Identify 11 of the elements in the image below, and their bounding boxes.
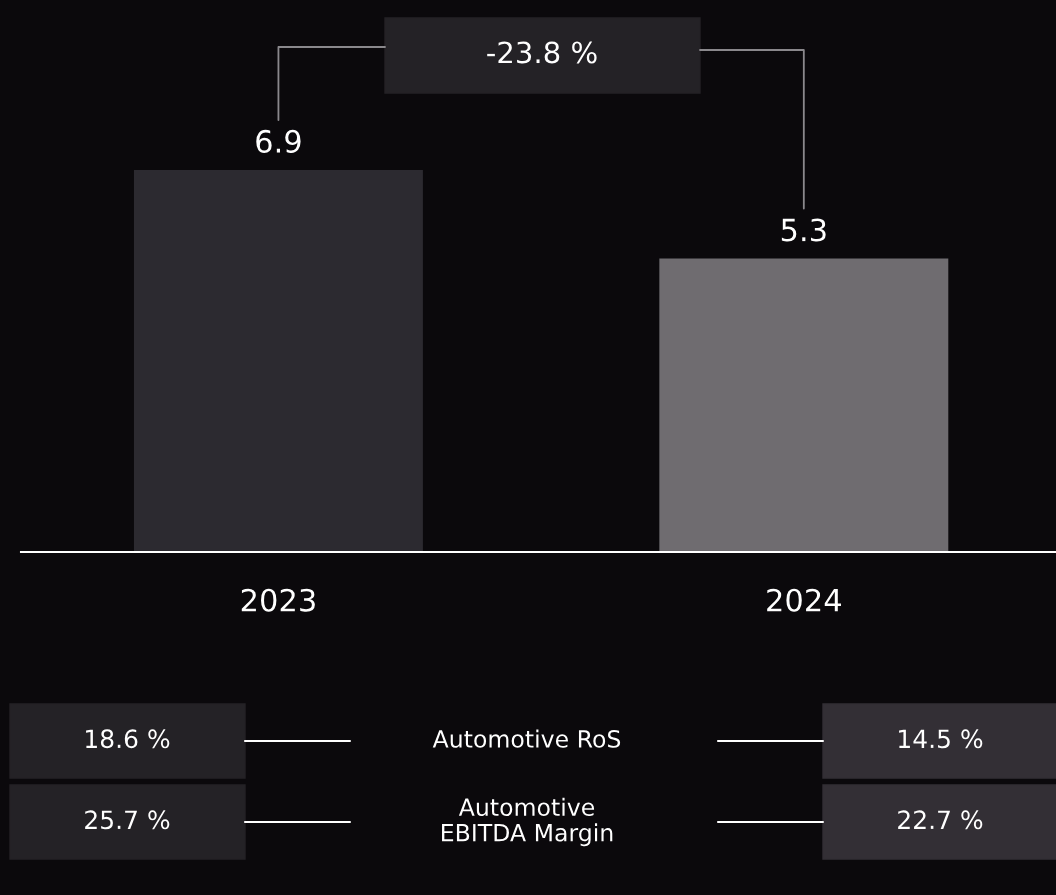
x-tick-label: 2023 bbox=[241, 588, 315, 612]
x-tick-label: 2024 bbox=[767, 588, 841, 612]
text: 18.6 % bbox=[86, 729, 170, 749]
text: -23.8 % bbox=[487, 41, 597, 64]
text: 25.7 % bbox=[85, 810, 170, 830]
text: 22.7 % bbox=[898, 810, 983, 830]
data-label: 5.3 bbox=[781, 218, 826, 242]
text: Automotive RoS bbox=[432, 729, 621, 748]
text: 14.5 % bbox=[899, 729, 983, 749]
text: Automotive EBITDA Margin bbox=[442, 797, 613, 847]
data-label: 6.9 bbox=[256, 129, 301, 153]
